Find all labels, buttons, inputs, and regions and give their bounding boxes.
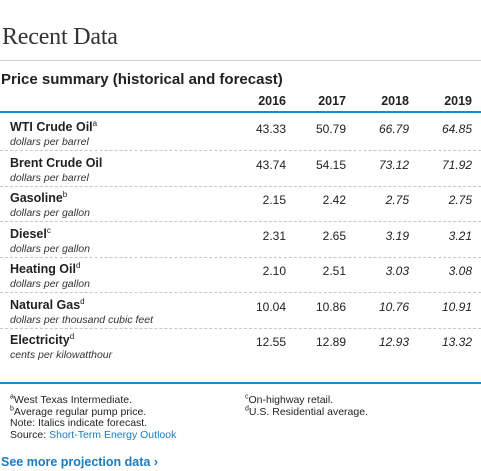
footnote-marker: a [92,118,98,128]
row-unit: dollars per gallon [10,242,90,255]
table-row-heating-oil: Heating Oild dollars per gallon 2.10 2.51 3.… [0,258,481,293]
row-unit: dollars per thousand cubic feet [10,313,154,326]
row-unit: dollars per gallon [10,207,90,219]
cell-2016: 10.04 [255,299,286,314]
column-header-2016: 2016 [258,94,286,108]
table-row-gasoline: Gasolineb dollars per gallon 2.15 2.42 2.75 2… [0,187,481,222]
row-unit: dollars per barrel [10,136,89,148]
footnotes-right: cOn-highway retail. dU.S. Residential av… [245,393,368,418]
cell-2019: 64.85 [441,122,472,136]
cell-2018: 2.75 [385,193,409,207]
footnote-italics: Note: Italics indicate forecast. [10,417,148,430]
row-label: Natural Gasd [10,296,85,312]
title-divider [0,60,481,61]
column-header-2019: 2019 [444,94,472,108]
row-divider [0,221,481,222]
footnote-marker: d [75,260,81,270]
row-unit: dollars per gallon [10,278,90,290]
footnote-marker: d [80,296,85,306]
footnote-c: cOn-highway retail. [245,393,334,406]
footnote-d: dU.S. Residential average. [245,405,368,418]
cell-2018: 3.03 [385,264,409,278]
cell-2018: 73.12 [378,157,409,172]
table-row-natural-gas: Natural Gasd dollars per thousand cubic f… [0,294,481,329]
cell-2016: 43.33 [255,122,286,136]
column-header-2018: 2018 [381,94,409,108]
cell-2016: 2.31 [262,228,286,243]
row-unit: cents per kilowatthour [10,349,113,361]
cell-2017: 54.15 [315,157,346,172]
cell-2017: 2.42 [322,193,346,207]
cell-2016: 12.55 [255,335,286,349]
page-title: Recent Data [2,24,118,50]
table-title: Price summary (historical and forecast) [1,71,283,88]
row-label: Gasolineb [10,189,68,205]
cell-2018: 10.76 [378,299,409,314]
row-label: Brent Crude Oil [10,155,103,170]
cell-2017: 12.89 [315,335,346,349]
source-link[interactable]: Short-Term Energy Outlook [49,428,177,441]
see-more-link[interactable]: See more projection data › [1,455,158,469]
table-row-wti-crude-oil: WTI Crude Oila dollars per barrel 43.33 50.… [0,116,481,151]
cell-2019: 3.21 [448,228,472,243]
cell-2016: 2.15 [262,193,286,207]
row-divider [0,185,481,187]
row-divider [0,256,481,258]
row-unit: dollars per barrel [10,171,89,184]
table-row-brent-crude-oil: Brent Crude Oil dollars per barrel 43.74 54… [0,152,481,187]
cell-2017: 2.65 [322,228,346,243]
cell-2019: 13.32 [441,335,472,349]
cell-2019: 71.92 [441,157,472,172]
cell-2017: 2.51 [322,264,346,278]
row-label: Electricityd [10,331,75,347]
footnote-a: aWest Texas Intermediate. [10,393,132,406]
row-label: Heating Oild [10,260,81,276]
table-row-electricity: Electricityd cents per kilowatthour 12.55 1… [0,329,481,364]
footnote-marker: d [69,331,75,341]
cell-2017: 50.79 [315,122,346,136]
row-label: WTI Crude Oila [10,118,98,134]
cell-2018: 12.93 [378,335,409,349]
table-header-rule [0,111,481,113]
footnote-source: Source: Short-Term Energy Outlook [10,428,177,441]
cell-2016: 43.74 [255,157,286,172]
row-label: Dieselc [10,225,51,241]
table-row-diesel: Dieselc dollars per gallon 2.31 2.65 3.19 3.2… [0,223,481,258]
footnote-marker: b [62,189,68,199]
footnotes-left: aWest Texas Intermediate. bAverage regul… [10,393,177,441]
cell-2017: 10.86 [315,299,346,314]
cell-2016: 2.10 [262,264,286,278]
table-footer-rule [0,382,481,384]
footnote-marker: c [46,225,51,235]
row-divider [0,150,481,151]
cell-2019: 3.08 [448,264,472,278]
column-header-2017: 2017 [318,94,346,108]
cell-2019: 10.91 [441,299,472,314]
footnote-b: bAverage regular pump price. [10,405,147,418]
row-divider [0,292,481,293]
cell-2019: 2.75 [448,193,472,207]
cell-2018: 66.79 [378,122,409,136]
row-divider [0,327,481,329]
cell-2018: 3.19 [385,228,409,243]
